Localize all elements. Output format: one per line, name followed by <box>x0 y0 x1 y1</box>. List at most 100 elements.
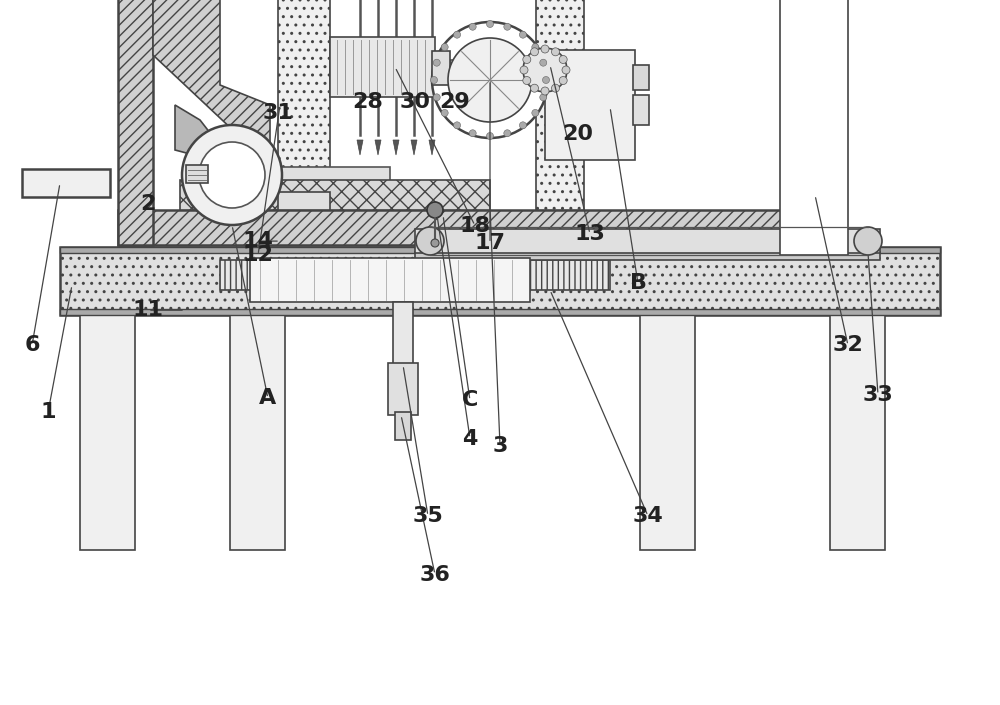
Circle shape <box>532 109 539 116</box>
Circle shape <box>542 77 550 83</box>
Bar <box>118 210 838 245</box>
Circle shape <box>562 66 570 74</box>
Circle shape <box>469 23 476 30</box>
Text: 4: 4 <box>462 429 478 448</box>
Bar <box>415 252 880 260</box>
Bar <box>388 363 418 415</box>
Text: C: C <box>462 391 478 410</box>
Bar <box>280 167 390 181</box>
Text: 36: 36 <box>420 565 450 584</box>
Circle shape <box>552 84 560 92</box>
Text: 34: 34 <box>633 506 663 526</box>
Circle shape <box>448 38 532 122</box>
Circle shape <box>430 77 438 83</box>
Circle shape <box>431 239 439 247</box>
Text: 17: 17 <box>475 233 506 253</box>
Bar <box>22 169 110 197</box>
Text: 33: 33 <box>863 385 893 405</box>
Circle shape <box>504 130 511 137</box>
Circle shape <box>519 122 526 129</box>
Circle shape <box>559 56 567 63</box>
Circle shape <box>454 122 461 129</box>
Bar <box>803 0 838 245</box>
Circle shape <box>416 227 444 255</box>
Text: 14: 14 <box>243 231 273 251</box>
Bar <box>220 260 610 290</box>
Bar <box>60 247 940 253</box>
Text: 1: 1 <box>40 403 56 422</box>
Circle shape <box>199 142 265 208</box>
Circle shape <box>530 48 538 56</box>
Circle shape <box>454 31 461 38</box>
Text: 18: 18 <box>460 216 490 235</box>
Circle shape <box>552 48 560 56</box>
Circle shape <box>541 87 549 95</box>
Text: 13: 13 <box>575 224 605 244</box>
Polygon shape <box>375 140 381 155</box>
Circle shape <box>486 20 494 27</box>
Text: 6: 6 <box>24 336 40 355</box>
Circle shape <box>441 44 448 51</box>
Text: 28: 28 <box>353 92 383 112</box>
Circle shape <box>520 66 528 74</box>
Text: 12: 12 <box>243 245 273 265</box>
Text: B: B <box>630 274 646 293</box>
Bar <box>278 0 330 205</box>
Circle shape <box>433 59 440 66</box>
Bar <box>153 0 803 210</box>
Bar <box>432 51 450 85</box>
Bar <box>60 247 940 315</box>
Circle shape <box>469 130 476 137</box>
Polygon shape <box>175 105 270 175</box>
Bar <box>633 65 649 90</box>
Bar <box>536 0 584 210</box>
Circle shape <box>486 133 494 140</box>
Circle shape <box>523 77 531 85</box>
Circle shape <box>504 23 511 30</box>
Circle shape <box>559 77 567 85</box>
Text: 11: 11 <box>132 300 164 320</box>
Circle shape <box>540 94 547 101</box>
Bar <box>118 0 153 245</box>
Bar <box>395 412 411 440</box>
Circle shape <box>532 44 539 51</box>
Bar <box>633 95 649 125</box>
Text: 2: 2 <box>140 195 156 214</box>
Bar <box>60 309 940 315</box>
Bar <box>180 180 490 210</box>
Polygon shape <box>153 0 270 165</box>
Bar <box>450 60 548 80</box>
Circle shape <box>523 48 567 92</box>
Polygon shape <box>411 140 417 155</box>
Circle shape <box>441 109 448 116</box>
Text: A: A <box>259 388 277 408</box>
Text: 30: 30 <box>400 92 430 112</box>
Bar <box>393 302 413 365</box>
Bar <box>780 0 848 255</box>
Circle shape <box>530 84 538 92</box>
Bar <box>80 312 135 550</box>
Text: 20: 20 <box>562 124 594 144</box>
Bar <box>230 312 285 550</box>
Polygon shape <box>357 140 363 155</box>
Circle shape <box>523 56 531 63</box>
Bar <box>415 229 880 253</box>
Circle shape <box>519 31 526 38</box>
Text: 3: 3 <box>492 436 508 455</box>
Circle shape <box>540 59 547 66</box>
Circle shape <box>182 125 282 225</box>
Text: 29: 29 <box>440 92 470 112</box>
Circle shape <box>854 227 882 255</box>
Polygon shape <box>429 140 435 155</box>
Text: 35: 35 <box>413 506 443 526</box>
Text: 31: 31 <box>263 103 293 123</box>
Polygon shape <box>393 140 399 155</box>
Text: 32: 32 <box>833 336 863 355</box>
Bar <box>640 312 695 550</box>
Bar <box>278 192 330 210</box>
Circle shape <box>541 45 549 53</box>
Bar <box>186 165 208 183</box>
Bar <box>830 312 885 550</box>
Bar <box>250 258 530 302</box>
Bar <box>545 50 635 160</box>
